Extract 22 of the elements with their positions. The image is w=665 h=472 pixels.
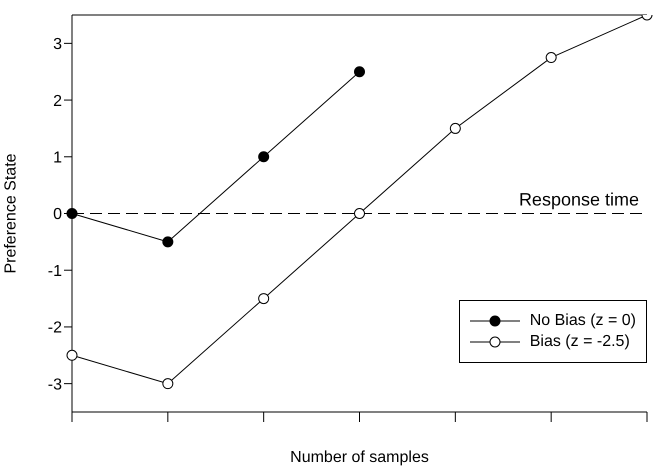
point bbox=[162, 236, 174, 248]
legend-label: No Bias (z = 0) bbox=[530, 312, 636, 330]
point bbox=[546, 52, 557, 64]
point bbox=[258, 293, 270, 304]
y-axis-title: Preference State bbox=[2, 153, 20, 274]
y-tick-label: 3 bbox=[53, 36, 62, 54]
y-tick-label: 1 bbox=[53, 149, 62, 166]
point bbox=[66, 208, 78, 219]
y-tick-label: -1 bbox=[48, 262, 62, 280]
point bbox=[450, 122, 461, 134]
point bbox=[354, 66, 365, 78]
y-tick-label: -3 bbox=[48, 376, 62, 394]
point bbox=[354, 208, 365, 219]
point bbox=[162, 378, 174, 390]
point bbox=[66, 350, 78, 361]
y-tick-label: -2 bbox=[48, 320, 62, 337]
y-tick-label: 2 bbox=[53, 92, 62, 110]
x-axis-title: Number of samples bbox=[290, 449, 429, 466]
ref-line-label: Response time bbox=[518, 190, 639, 210]
legend-label: Bias (z = -2.5) bbox=[530, 333, 630, 351]
y-tick-label: 0 bbox=[53, 206, 62, 224]
point bbox=[258, 151, 270, 162]
